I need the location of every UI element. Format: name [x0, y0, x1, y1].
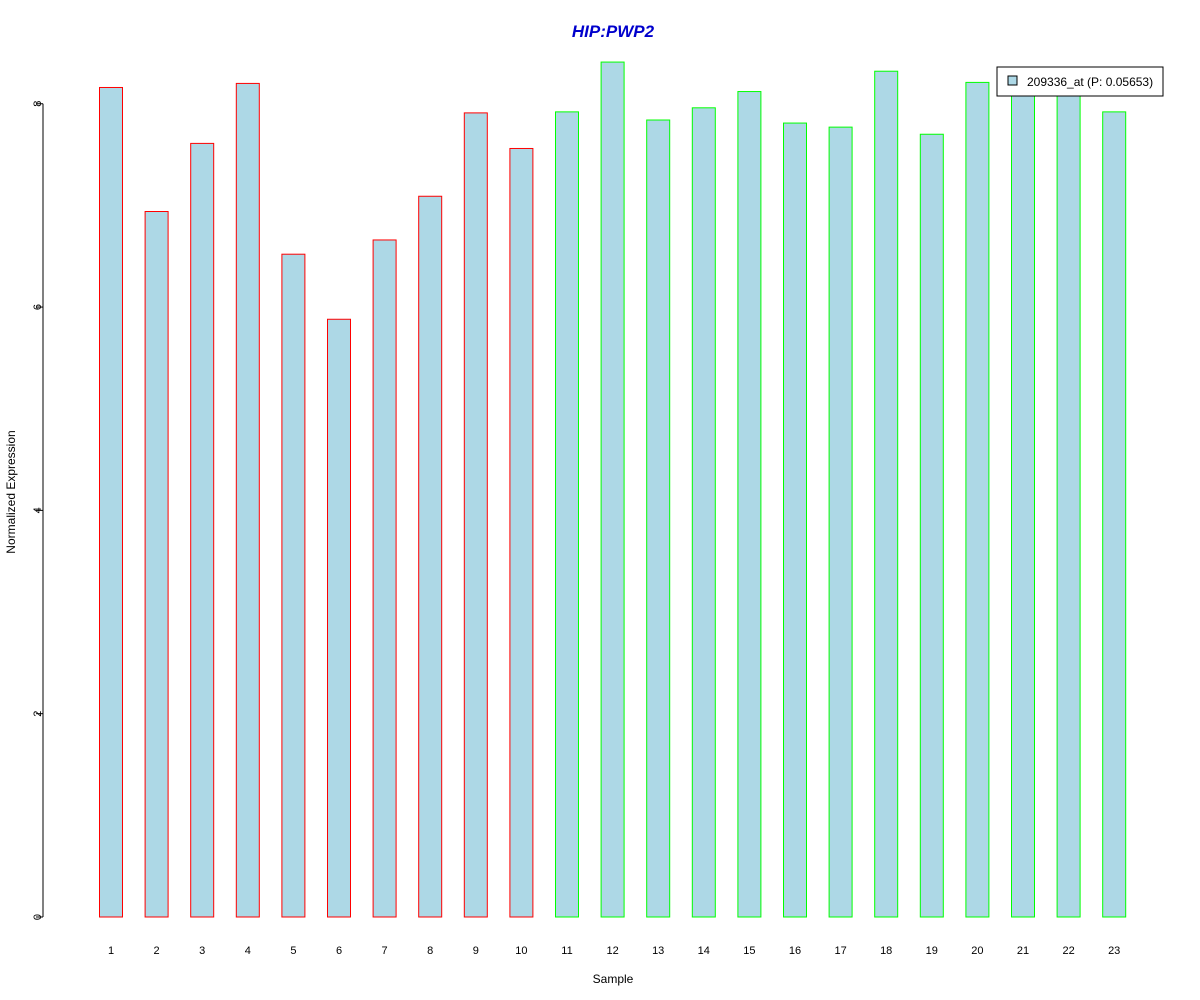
bar-sample-8: [418, 195, 443, 918]
bar-sample-6: [327, 318, 351, 918]
x-tick-label: 10: [515, 945, 527, 957]
x-tick-label: 13: [652, 945, 664, 957]
x-tick-label: 16: [789, 945, 801, 957]
bar-sample-11: [555, 111, 579, 918]
bar-sample-18: [874, 70, 899, 918]
legend-label: 209336_at (P: 0.05653): [1027, 75, 1153, 89]
x-tick-label: 11: [561, 945, 572, 957]
x-tick-label: 4: [245, 945, 251, 957]
x-tick-label: 6: [336, 945, 342, 957]
legend: 209336_at (P: 0.05653): [996, 66, 1164, 97]
bar-sample-13: [646, 119, 671, 918]
bar-sample-20: [965, 81, 990, 918]
bar-sample-9: [463, 112, 488, 918]
bar-sample-2: [144, 211, 169, 918]
bar-sample-17: [828, 126, 853, 918]
legend-swatch: [1007, 75, 1018, 86]
x-tick-label: 12: [606, 945, 618, 957]
bar-sample-4: [235, 82, 260, 918]
y-tick-label: 4: [32, 507, 44, 513]
bar-sample-16: [783, 122, 807, 918]
chart-title: HIP:PWP2: [572, 22, 655, 41]
x-tick-label: 20: [971, 945, 983, 957]
y-tick-label: 2: [32, 711, 44, 717]
bar-sample-10: [509, 147, 534, 918]
bar-sample-12: [600, 61, 625, 918]
x-tick-label: 15: [743, 945, 755, 957]
x-tick-label: 18: [880, 945, 892, 957]
x-tick-label: 1: [108, 945, 114, 957]
bar-sample-3: [190, 142, 215, 918]
x-axis-ticks: 1 2 3 4 5 6 7 8 9 10 11 12 13 14 15 16 17 18 19 20 21 22 23: [108, 945, 1120, 957]
x-tick-label: 19: [926, 945, 938, 957]
x-tick-label: 21: [1017, 945, 1029, 957]
bar-sample-14: [691, 107, 716, 918]
bar-sample-15: [737, 91, 762, 918]
x-tick-label: 8: [427, 945, 433, 957]
bars: [99, 61, 1127, 918]
y-axis: 0 2 4 6 8: [32, 101, 44, 920]
x-tick-label: 14: [698, 945, 710, 957]
x-tick-label: 23: [1108, 945, 1120, 957]
bar-sample-1: [99, 86, 123, 918]
x-tick-label: 17: [834, 945, 846, 957]
x-tick-label: 22: [1062, 945, 1074, 957]
x-tick-label: 9: [473, 945, 479, 957]
y-tick-label: 8: [32, 101, 44, 107]
y-tick-label: 6: [32, 304, 44, 310]
x-tick-label: 7: [382, 945, 388, 957]
x-tick-label: 5: [290, 945, 296, 957]
x-axis-label: Sample: [593, 972, 634, 986]
bar-sample-23: [1102, 111, 1127, 918]
bar-sample-21: [1011, 95, 1035, 918]
y-tick-label: 0: [32, 914, 44, 920]
x-tick-label: 3: [199, 945, 205, 957]
bar-sample-5: [281, 253, 306, 918]
bar-sample-7: [372, 239, 397, 918]
bar-sample-22: [1056, 93, 1081, 918]
x-tick-label: 2: [154, 945, 160, 957]
legend-box: [996, 66, 1164, 97]
y-axis-label: Normalized Expression: [4, 430, 18, 553]
bar-sample-19: [919, 133, 944, 918]
